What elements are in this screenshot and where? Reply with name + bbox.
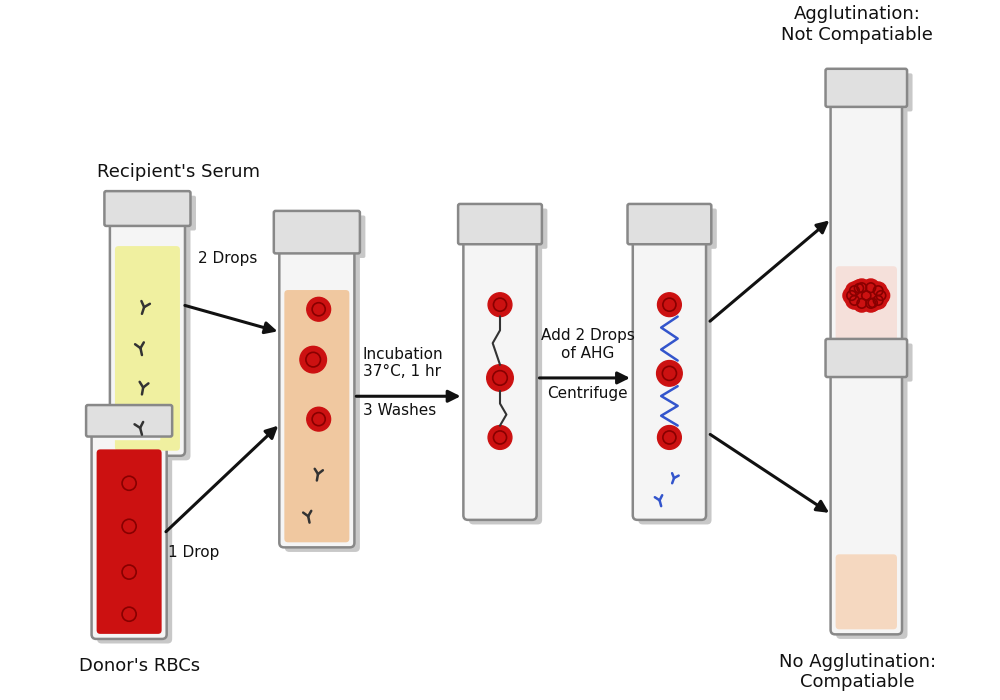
FancyBboxPatch shape: [837, 99, 896, 111]
FancyBboxPatch shape: [458, 204, 542, 244]
FancyBboxPatch shape: [628, 204, 711, 244]
FancyBboxPatch shape: [86, 405, 172, 437]
Circle shape: [851, 280, 867, 296]
Circle shape: [853, 295, 870, 312]
Text: Incubation
37°C, 1 hr: Incubation 37°C, 1 hr: [363, 346, 443, 379]
Text: Add 2 Drops
of AHG: Add 2 Drops of AHG: [541, 328, 635, 360]
FancyBboxPatch shape: [285, 250, 360, 552]
Circle shape: [307, 407, 331, 431]
Text: 3 Washes: 3 Washes: [363, 402, 436, 418]
Circle shape: [488, 293, 512, 316]
Circle shape: [843, 287, 860, 304]
Circle shape: [300, 346, 326, 373]
FancyBboxPatch shape: [639, 237, 700, 248]
FancyBboxPatch shape: [97, 449, 162, 634]
FancyBboxPatch shape: [638, 241, 712, 524]
FancyBboxPatch shape: [92, 410, 178, 441]
FancyBboxPatch shape: [279, 245, 354, 547]
FancyBboxPatch shape: [836, 103, 908, 369]
Circle shape: [864, 295, 881, 311]
FancyBboxPatch shape: [831, 74, 913, 111]
Circle shape: [487, 365, 513, 391]
FancyBboxPatch shape: [469, 241, 542, 524]
Text: Donor's RBCs: Donor's RBCs: [79, 657, 200, 676]
FancyBboxPatch shape: [110, 196, 196, 230]
FancyBboxPatch shape: [831, 369, 902, 634]
FancyBboxPatch shape: [274, 211, 360, 253]
FancyBboxPatch shape: [831, 99, 902, 364]
Circle shape: [869, 282, 887, 300]
Circle shape: [116, 514, 142, 539]
Text: Recipient's Serum: Recipient's Serum: [97, 163, 260, 181]
FancyBboxPatch shape: [115, 246, 180, 451]
Circle shape: [488, 426, 512, 449]
FancyBboxPatch shape: [97, 433, 172, 643]
FancyBboxPatch shape: [836, 373, 908, 639]
FancyBboxPatch shape: [98, 429, 160, 440]
Circle shape: [658, 293, 681, 316]
Circle shape: [862, 279, 880, 296]
Circle shape: [657, 360, 682, 386]
Circle shape: [846, 282, 863, 300]
FancyBboxPatch shape: [633, 236, 706, 520]
Circle shape: [853, 279, 870, 296]
Text: 2 Drops: 2 Drops: [198, 251, 257, 267]
Circle shape: [872, 287, 890, 304]
Circle shape: [862, 295, 880, 312]
FancyBboxPatch shape: [826, 339, 907, 377]
Circle shape: [307, 298, 331, 321]
Text: No Agglutination:
Compatiable: No Agglutination: Compatiable: [779, 652, 936, 692]
FancyBboxPatch shape: [831, 344, 913, 382]
FancyBboxPatch shape: [836, 554, 897, 629]
Circle shape: [858, 287, 875, 304]
FancyBboxPatch shape: [286, 246, 348, 257]
FancyBboxPatch shape: [110, 218, 185, 456]
FancyBboxPatch shape: [279, 216, 365, 258]
Text: Centrifuge: Centrifuge: [548, 386, 628, 401]
Circle shape: [116, 559, 142, 585]
FancyBboxPatch shape: [115, 223, 190, 461]
FancyBboxPatch shape: [826, 69, 907, 107]
FancyBboxPatch shape: [464, 209, 547, 248]
FancyBboxPatch shape: [836, 266, 897, 359]
FancyBboxPatch shape: [92, 428, 167, 639]
FancyBboxPatch shape: [463, 236, 537, 520]
Text: Agglutination:
Not Compatiable: Agglutination: Not Compatiable: [781, 5, 933, 43]
FancyBboxPatch shape: [470, 237, 530, 248]
Circle shape: [658, 426, 681, 449]
FancyBboxPatch shape: [837, 370, 896, 381]
Circle shape: [869, 292, 887, 309]
Circle shape: [846, 292, 863, 309]
FancyBboxPatch shape: [284, 290, 349, 542]
Circle shape: [116, 601, 142, 627]
FancyBboxPatch shape: [104, 191, 190, 226]
Circle shape: [116, 470, 142, 496]
FancyBboxPatch shape: [633, 209, 717, 248]
Text: 1 Drop: 1 Drop: [168, 545, 219, 559]
FancyBboxPatch shape: [116, 218, 179, 230]
